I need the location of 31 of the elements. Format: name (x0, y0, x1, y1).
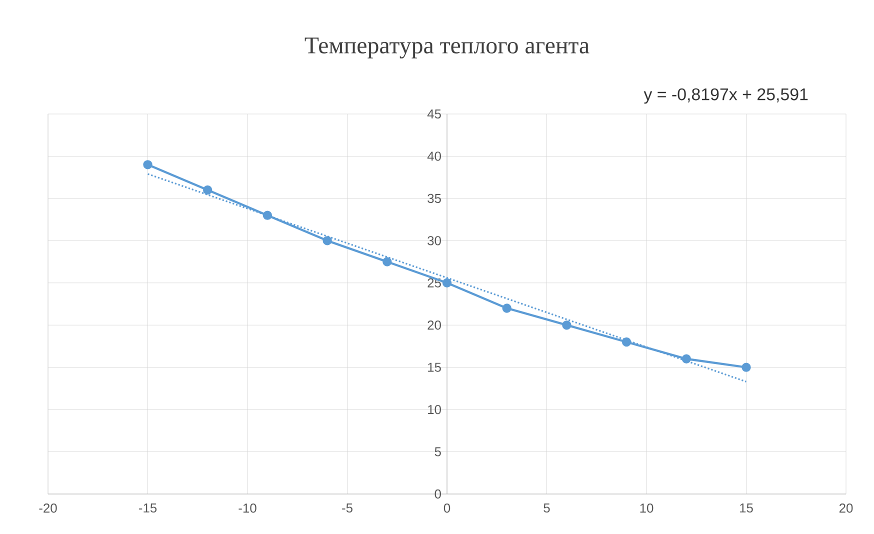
x-tick-label: 0 (444, 504, 450, 513)
x-tick-label: -10 (238, 504, 256, 513)
x-tick-label: -5 (342, 504, 352, 513)
point (562, 320, 572, 330)
y-tick-label: 10 (428, 404, 441, 414)
point (203, 185, 212, 195)
x-tick-label: 10 (640, 504, 654, 513)
y-tick-label: 40 (427, 152, 441, 161)
point (622, 337, 632, 347)
y-tick-label: 20 (428, 320, 441, 330)
point (322, 236, 332, 246)
point (682, 354, 692, 364)
x-tick-label: -20 (39, 504, 57, 513)
x-tick-label: 15 (740, 504, 753, 513)
point (502, 304, 512, 313)
point (262, 210, 272, 220)
y-tick-label: 5 (434, 447, 441, 456)
y-tick-label: 15 (428, 362, 441, 372)
y-tick-label: 45 (427, 109, 441, 119)
x-tick-label: -15 (138, 504, 157, 513)
text: y = -0,8197x + 25,591 (644, 88, 808, 104)
chart-title: Температура теплого агента (304, 38, 590, 58)
x-tick-label: 20 (839, 504, 853, 513)
point (742, 362, 751, 372)
x-tick-label: 5 (544, 504, 550, 513)
point (143, 160, 152, 170)
point (382, 257, 392, 266)
point (442, 278, 452, 288)
y-tick-label: 0 (434, 489, 441, 499)
y-tick-label: 30 (428, 236, 441, 246)
y-tick-label: 35 (428, 194, 441, 204)
